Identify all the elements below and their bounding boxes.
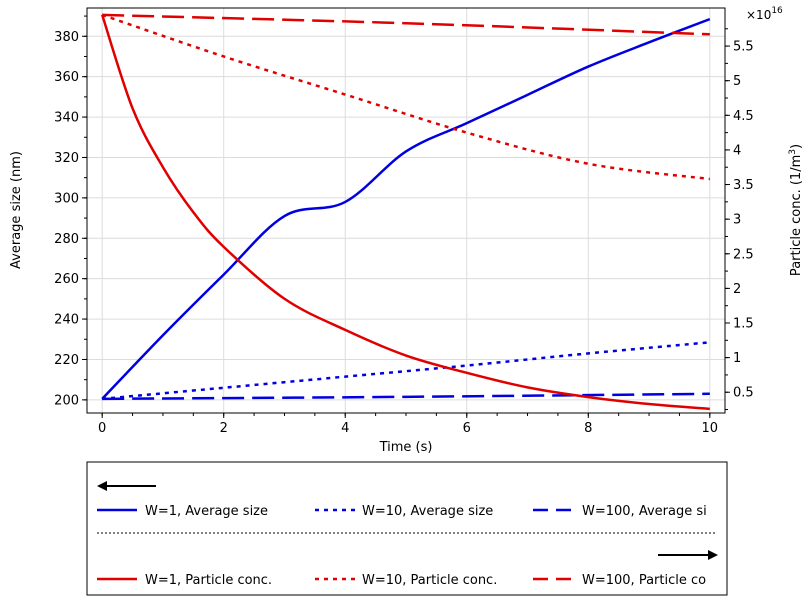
right-axis-title-sup: 3 [788, 149, 798, 155]
y-right-tick-label: 1.5 [733, 317, 754, 332]
y-right-tick-label: 0.5 [733, 386, 754, 401]
x-tick-label: 6 [463, 421, 471, 436]
left-axis-arrow-icon [97, 481, 156, 491]
series-line-w-1-average-size [101, 17, 711, 400]
y-left-tick-label: 380 [54, 30, 79, 45]
y-left-tick-label: 280 [54, 232, 79, 247]
plot-frame [86, 7, 726, 414]
y-left-tick-label: 240 [54, 313, 79, 328]
legend-label-w1-conc: W=1, Particle conc. [145, 573, 272, 588]
legend-label-w10-size: W=10, Average size [362, 504, 493, 519]
right-axis-title: Particle conc. (1/m3) [788, 144, 804, 276]
y-left-tick-label: 260 [54, 272, 79, 287]
legend-label-w1-size: W=1, Average size [145, 504, 268, 519]
y-right-tick-label: 1 [733, 351, 741, 366]
y-right-tick-label: 5 [733, 74, 741, 89]
x-axis-title: Time (s) [379, 440, 433, 455]
series-line-w-10-average-size [102, 341, 710, 401]
series-line-w-100-average-size [102, 392, 710, 401]
left-axis-title: Average size (nm) [9, 151, 24, 269]
y-right-tick-label: 4 [733, 143, 741, 158]
x-tick-label: 2 [220, 421, 228, 436]
y-left-tick-label: 360 [54, 70, 79, 85]
x-tick-label: 0 [98, 421, 106, 436]
y-left-tick-label: 320 [54, 151, 79, 166]
series-line-w-10-particle-conc [101, 13, 710, 181]
y-left-tick-label: 200 [54, 393, 79, 408]
axis-ticks: 0 2 4 6 8 10 200 220 240 260 280 300 320 340 360 380 0.5… [54, 15, 754, 436]
y-left-tick-label: 300 [54, 191, 79, 206]
right-axis-multiplier: ×1016 [746, 6, 783, 22]
x-tick-label: 8 [584, 421, 592, 436]
series-lines [101, 13, 711, 411]
legend-label-w10-conc: W=10, Particle conc. [362, 573, 497, 588]
y-right-tick-label: 5.5 [733, 40, 754, 55]
legend-label-w100-size: W=100, Average si [582, 504, 707, 519]
y-right-tick-label: 3.5 [733, 178, 754, 193]
series-line-w-100-particle-conc [102, 13, 710, 36]
y-right-tick-label: 2 [733, 282, 741, 297]
multiplier-base: ×10 [746, 8, 771, 22]
y-right-tick-label: 3 [733, 213, 741, 228]
legend-label-w100-conc: W=100, Particle co [582, 573, 706, 588]
y-left-tick-label: 340 [54, 111, 79, 126]
x-tick-label: 4 [341, 421, 349, 436]
legend: W=1, Average size W=10, Average size W=1… [86, 461, 728, 596]
grid [87, 8, 725, 413]
y-left-tick-label: 220 [54, 353, 79, 368]
right-axis-title-main: Particle conc. (1/m [789, 155, 804, 276]
right-axis-arrow-icon [658, 550, 718, 560]
multiplier-exp: 16 [771, 6, 783, 16]
x-tick-label: 10 [702, 421, 719, 436]
y-right-tick-label: 4.5 [733, 109, 754, 124]
right-axis-title-close: ) [789, 144, 804, 149]
y-right-tick-label: 2.5 [733, 247, 754, 262]
legend-frame [86, 461, 728, 596]
series-line-w-1-particle-conc [101, 14, 710, 411]
